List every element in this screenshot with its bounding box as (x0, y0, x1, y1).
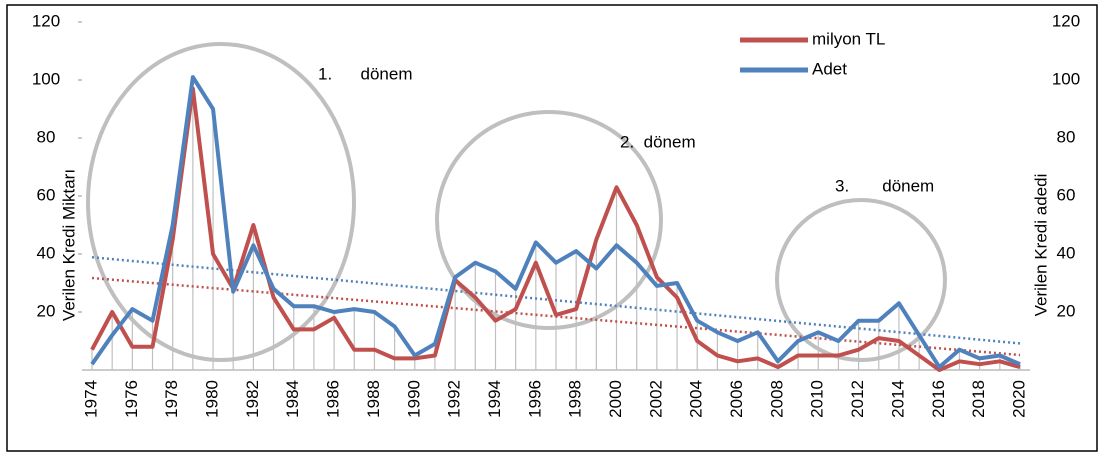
x-tick-label: 1990 (404, 380, 423, 418)
x-tick-label: 2004 (687, 380, 706, 418)
x-tick-label: 1996 (525, 380, 544, 418)
x-tick-label: 2006 (727, 380, 746, 418)
x-tick-label: 1982 (243, 380, 262, 418)
y2-tick-label: 40 (1057, 243, 1076, 262)
y-axis-title: Verilen Kredi Miktarı (59, 169, 78, 321)
y-tick-label: 80 (37, 127, 56, 146)
period-circle (775, 198, 947, 362)
x-tick-label: 2018 (969, 380, 988, 418)
period-circle (435, 110, 663, 330)
x-tick-label: 2020 (1009, 380, 1028, 418)
x-tick-label: 1992 (445, 380, 464, 418)
x-tick-label: 1974 (81, 380, 100, 418)
y-tick-label: 20 (37, 301, 56, 320)
x-tick-label: 1976 (122, 380, 141, 418)
x-tick-label: 1988 (364, 380, 383, 418)
x-tick-label: 2010 (808, 380, 827, 418)
x-tick-label: 1994 (485, 380, 504, 418)
x-tick-label: 1980 (203, 380, 222, 418)
y2-tick-label: 60 (1057, 185, 1076, 204)
y-tick-label: 40 (37, 243, 56, 262)
x-tick-label: 2000 (606, 380, 625, 418)
annotation: 2. dönem (620, 132, 696, 151)
x-tick-label: 1998 (566, 380, 585, 418)
x-tick-label: 2014 (888, 380, 907, 418)
x-tick-label: 1978 (162, 380, 181, 418)
x-tick-label: 2012 (848, 380, 867, 418)
x-tick-label: 1986 (324, 380, 343, 418)
series-line (90, 86, 1021, 372)
legend-label: Adet (812, 59, 847, 78)
annotation: 1. dönem (318, 64, 413, 83)
frame (6, 4, 1098, 452)
y2-tick-label: 20 (1057, 301, 1076, 320)
period-circle (86, 42, 356, 362)
y-tick-label: 100 (32, 69, 60, 88)
series-line (90, 75, 1021, 370)
y-tick-label: 120 (32, 11, 60, 30)
y2-tick-label: 80 (1057, 127, 1076, 146)
x-tick-label: 2002 (646, 380, 665, 418)
y2-axis-title: Verilen Kredi adedi (1031, 174, 1050, 317)
trendline (91, 256, 1021, 345)
y2-tick-label: 120 (1052, 11, 1080, 30)
y-tick-label: 60 (37, 185, 56, 204)
y2-tick-label: 100 (1052, 69, 1080, 88)
legend-label: milyon TL (812, 29, 885, 48)
x-tick-label: 2016 (929, 380, 948, 418)
x-tick-label: 2008 (767, 380, 786, 418)
annotation: 3. dönem (835, 176, 934, 195)
x-tick-label: 1984 (283, 380, 302, 418)
